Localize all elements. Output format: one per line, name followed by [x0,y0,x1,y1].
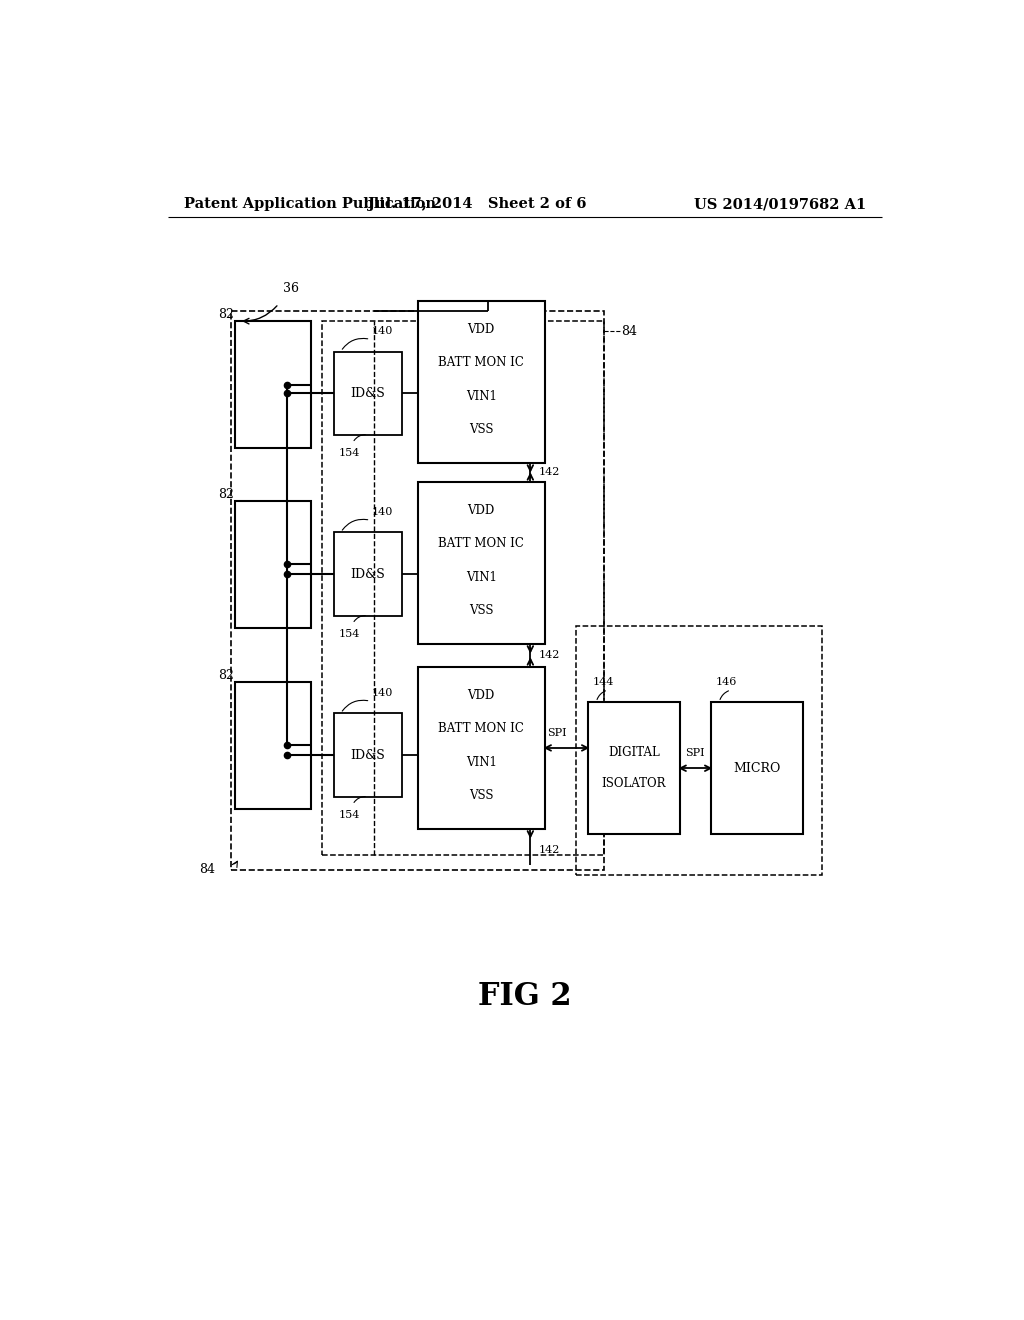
Text: Patent Application Publication: Patent Application Publication [183,197,435,211]
Text: DIGITAL: DIGITAL [608,747,659,759]
Bar [334,532,401,615]
Text: VSS: VSS [469,605,494,618]
Text: FIG 2: FIG 2 [478,982,571,1012]
Text: BATT MON IC: BATT MON IC [438,722,524,735]
Bar [418,482,545,644]
Bar [712,702,803,834]
Text: US 2014/0197682 A1: US 2014/0197682 A1 [694,197,866,211]
Text: 142: 142 [539,651,560,660]
Text: 142: 142 [539,467,560,478]
Text: VIN1: VIN1 [466,755,497,768]
Text: 144: 144 [592,677,613,686]
Text: VDD: VDD [468,689,495,701]
Text: 82: 82 [218,309,233,322]
Text: ID&S: ID&S [350,568,385,581]
Text: ID&S: ID&S [350,387,385,400]
Bar [577,626,822,875]
Text: 82: 82 [218,488,233,502]
Text: 36: 36 [283,282,299,294]
Text: 154: 154 [338,630,359,639]
Bar [236,321,310,447]
Text: VIN1: VIN1 [466,570,497,583]
Text: 84: 84 [622,325,638,338]
Bar [418,667,545,829]
Text: Jul. 17, 2014   Sheet 2 of 6: Jul. 17, 2014 Sheet 2 of 6 [368,197,587,211]
Bar [236,500,310,628]
Text: SPI: SPI [686,748,706,758]
Bar [323,321,604,854]
Text: 154: 154 [338,810,359,820]
Bar [334,713,401,797]
Text: BATT MON IC: BATT MON IC [438,537,524,550]
Text: MICRO: MICRO [733,762,780,775]
Text: BATT MON IC: BATT MON IC [438,356,524,370]
Text: 140: 140 [372,507,393,517]
Text: VIN1: VIN1 [466,389,497,403]
Text: 140: 140 [372,326,393,337]
Text: VDD: VDD [468,503,495,516]
Text: ID&S: ID&S [350,748,385,762]
Text: 82: 82 [218,669,233,682]
Text: 142: 142 [539,845,560,854]
Text: SPI: SPI [547,727,566,738]
Text: 154: 154 [338,449,359,458]
Text: VSS: VSS [469,424,494,437]
Text: 140: 140 [372,688,393,698]
Bar [418,301,545,463]
Bar [231,312,604,870]
Bar [236,682,310,809]
Text: VDD: VDD [468,322,495,335]
Text: 84: 84 [200,863,215,876]
Bar [334,351,401,434]
Text: VSS: VSS [469,789,494,803]
Text: 146: 146 [715,677,736,686]
Bar [588,702,680,834]
Text: ISOLATOR: ISOLATOR [602,777,667,789]
